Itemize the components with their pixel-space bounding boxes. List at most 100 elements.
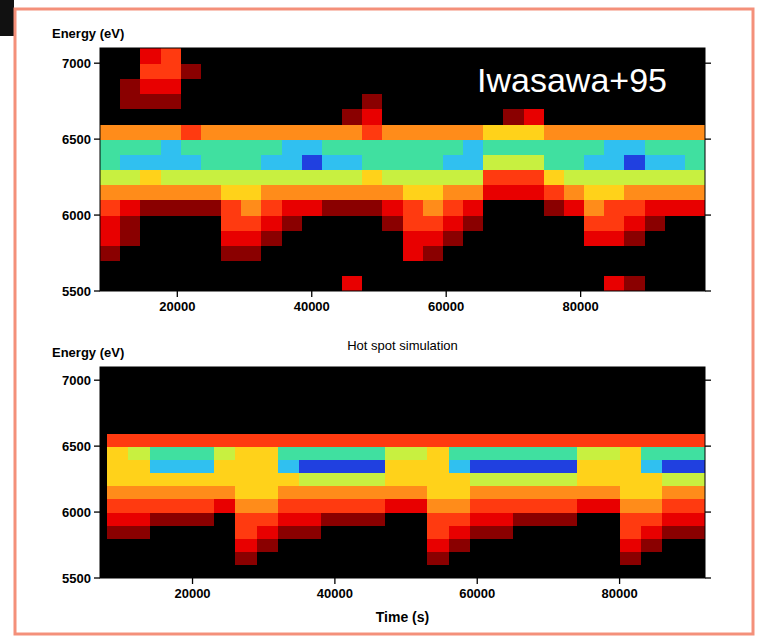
cell [150, 552, 172, 566]
cell [363, 420, 385, 434]
cell [128, 407, 150, 421]
cell [577, 420, 599, 434]
x-tick [334, 578, 335, 584]
cell [544, 109, 565, 125]
image-fragment [0, 0, 14, 36]
cell [214, 538, 236, 552]
cell [342, 170, 363, 186]
cell [235, 473, 257, 487]
cell [564, 215, 585, 231]
cell [483, 170, 504, 186]
cell [577, 367, 599, 381]
cell [140, 48, 161, 64]
cell [128, 525, 150, 539]
cell [423, 215, 444, 231]
cell [382, 78, 403, 94]
cell [362, 261, 383, 277]
cell [282, 63, 303, 79]
cell [684, 380, 705, 394]
cell [321, 459, 343, 473]
cell [128, 552, 150, 566]
cell [564, 276, 585, 291]
cell [321, 367, 343, 381]
plot-frame [100, 48, 705, 291]
cell [662, 538, 684, 552]
cell [282, 276, 303, 291]
x-axis-title: Time (s) [376, 609, 429, 625]
cell [140, 154, 161, 170]
cell [278, 565, 300, 578]
cell [491, 565, 513, 578]
cell [140, 109, 161, 125]
cell [524, 200, 545, 216]
cell [193, 565, 215, 578]
cell [534, 552, 556, 566]
cell [427, 407, 449, 421]
cell [662, 380, 684, 394]
cell [491, 393, 513, 407]
cell [665, 170, 686, 186]
cell [556, 407, 578, 421]
cell [620, 538, 642, 552]
cell [556, 380, 578, 394]
cell [403, 261, 424, 277]
cell [342, 94, 363, 110]
cell [645, 170, 666, 186]
cell [278, 407, 300, 421]
cell [201, 63, 222, 79]
cell [665, 139, 686, 155]
cell [201, 94, 222, 110]
cell [362, 63, 383, 79]
cell [201, 124, 222, 140]
cell [684, 538, 705, 552]
y-tick-label: 6000 [62, 208, 91, 223]
cell [544, 200, 565, 216]
cell [556, 486, 578, 500]
cell [120, 245, 141, 261]
cell [385, 499, 407, 513]
cell [620, 393, 642, 407]
cell [282, 261, 303, 277]
cell [645, 185, 666, 201]
cell [577, 459, 599, 473]
cell [544, 170, 565, 186]
cell [685, 185, 705, 201]
cell [299, 380, 321, 394]
cell [491, 512, 513, 526]
cell [556, 525, 578, 539]
cell [342, 552, 364, 566]
cell [665, 185, 686, 201]
cell [321, 552, 343, 566]
cell [241, 200, 262, 216]
cell [214, 473, 236, 487]
cell [161, 48, 182, 64]
cell [321, 486, 343, 500]
cell [685, 200, 705, 216]
cell [171, 538, 193, 552]
cell [584, 170, 605, 186]
cell [107, 512, 129, 526]
cell [140, 170, 161, 186]
cell [423, 230, 444, 246]
cell [342, 63, 363, 79]
cell [604, 200, 625, 216]
cell [665, 276, 686, 291]
cell [241, 170, 262, 186]
cell [299, 473, 321, 487]
cell [241, 124, 262, 140]
cell [120, 78, 141, 94]
cell [282, 48, 303, 64]
cell [564, 170, 585, 186]
cell [302, 245, 323, 261]
cell [620, 473, 642, 487]
cell [282, 124, 303, 140]
cell [214, 367, 236, 381]
cell [150, 393, 172, 407]
cell [282, 139, 303, 155]
cell [620, 407, 642, 421]
cell [641, 446, 663, 460]
cell [463, 215, 484, 231]
cell [363, 407, 385, 421]
cell [362, 185, 383, 201]
cell [363, 473, 385, 487]
